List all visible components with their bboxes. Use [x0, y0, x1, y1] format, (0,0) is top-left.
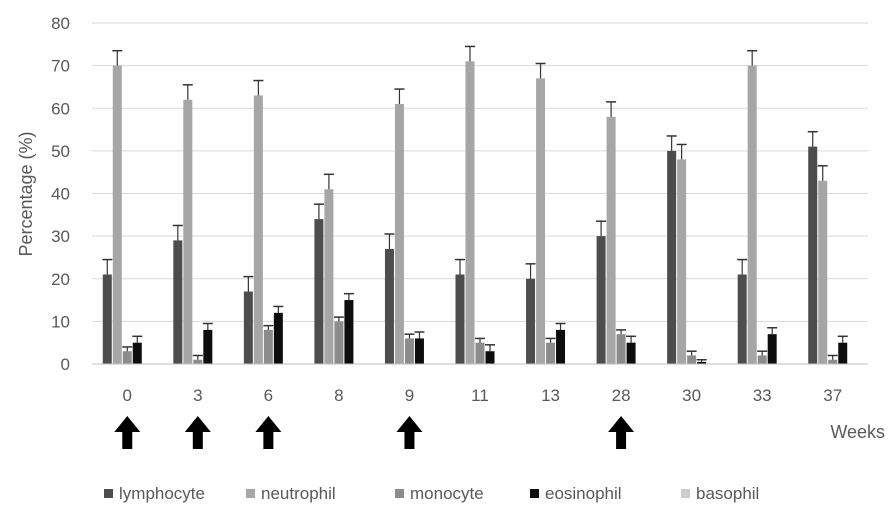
bar-eosinophil [414, 338, 424, 364]
x-axis-title: Weeks [830, 422, 885, 442]
bar-eosinophil [697, 361, 707, 364]
bar-monocyte [122, 351, 132, 364]
bar-monocyte [263, 329, 273, 364]
x-tick-label: 3 [193, 386, 202, 405]
bar-lymphocyte [384, 248, 394, 364]
bar-neutrophil [324, 189, 334, 364]
bar-lymphocyte [737, 274, 747, 364]
bar-monocyte [757, 355, 767, 364]
bar-neutrophil [536, 78, 546, 364]
bar-eosinophil [556, 329, 566, 364]
legend-label-neutrophil: neutrophil [261, 484, 336, 503]
legend: lymphocyte neutrophil monocyte eosinophil ba… [104, 484, 759, 503]
x-tick-label: 37 [823, 386, 842, 405]
legend-swatch-monocyte [395, 489, 404, 498]
bar-lymphocyte [102, 274, 112, 364]
y-tick-label: 0 [61, 355, 70, 374]
y-tick-label: 20 [51, 270, 70, 289]
bar-eosinophil [344, 300, 354, 364]
bar-neutrophil [606, 116, 616, 365]
bar-eosinophil [838, 342, 848, 364]
x-tick-label: 6 [264, 386, 273, 405]
bar-neutrophil [253, 95, 263, 365]
error-bars [102, 45, 848, 362]
bar-lymphocyte [596, 236, 606, 364]
bar-monocyte [828, 359, 838, 364]
bar-lymphocyte [455, 274, 465, 364]
bar-neutrophil [112, 65, 122, 364]
bar-monocyte [404, 338, 414, 364]
legend-swatch-neutrophil [246, 489, 255, 498]
legend-label-lymphocyte: lymphocyte [119, 484, 205, 503]
arrow-marker [396, 416, 423, 449]
legend-swatch-basophil [681, 489, 690, 498]
x-tick-label: 8 [334, 386, 343, 405]
legend-swatch-eosinophil [530, 489, 539, 498]
x-tick-label: 0 [123, 386, 132, 405]
x-tick-label: 13 [541, 386, 560, 405]
y-tick-label: 30 [51, 227, 70, 246]
bar-eosinophil [626, 342, 636, 364]
bar-eosinophil [273, 312, 283, 364]
y-tick-labels: 0 10 20 30 40 50 60 70 80 [51, 14, 70, 374]
x-tick-label: 33 [753, 386, 772, 405]
bar-neutrophil [394, 103, 404, 365]
bar-monocyte [616, 334, 626, 364]
bar-neutrophil [747, 65, 757, 364]
bar-monocyte [193, 359, 203, 364]
y-axis-title: Percentage (%) [16, 131, 36, 256]
bar-eosinophil [203, 329, 213, 364]
bar-lymphocyte [667, 150, 677, 364]
bar-lymphocyte [243, 291, 253, 364]
y-tick-label: 10 [51, 312, 70, 331]
arrow-marker [114, 416, 141, 449]
arrow-marker [608, 416, 635, 449]
legend-label-basophil: basophil [696, 484, 759, 503]
y-tick-label: 80 [51, 14, 70, 33]
bar-eosinophil [132, 342, 142, 364]
gridlines [92, 22, 868, 322]
bar-lymphocyte [173, 240, 183, 364]
bar-lymphocyte [526, 278, 536, 364]
bars [102, 61, 848, 365]
bar-neutrophil [183, 99, 193, 364]
bar-monocyte [546, 342, 556, 364]
arrow-marker [184, 416, 211, 449]
legend-swatch-lymphocyte [104, 489, 113, 498]
x-tick-label: 28 [612, 386, 631, 405]
x-tick-label: 11 [471, 386, 489, 405]
y-tick-label: 60 [51, 99, 70, 118]
bar-neutrophil [465, 61, 475, 365]
bar-monocyte [475, 342, 485, 364]
bar-lymphocyte [314, 219, 324, 364]
y-tick-label: 50 [51, 142, 70, 161]
y-tick-label: 40 [51, 185, 70, 204]
x-tick-labels: 0 3 6 8 9 11 13 28 30 33 37 [123, 386, 843, 405]
bar-eosinophil [485, 351, 495, 364]
x-tick-label: 30 [682, 386, 701, 405]
legend-label-monocyte: monocyte [410, 484, 484, 503]
bar-eosinophil [767, 334, 777, 364]
bar-neutrophil [818, 180, 828, 364]
bar-monocyte [687, 355, 697, 364]
legend-label-eosinophil: eosinophil [545, 484, 622, 503]
arrow-markers [114, 416, 635, 449]
arrow-marker [255, 416, 282, 449]
bar-monocyte [334, 321, 344, 364]
x-tick-label: 9 [405, 386, 414, 405]
bar-neutrophil [677, 159, 687, 364]
y-tick-label: 70 [51, 57, 70, 76]
bar-lymphocyte [808, 146, 818, 364]
